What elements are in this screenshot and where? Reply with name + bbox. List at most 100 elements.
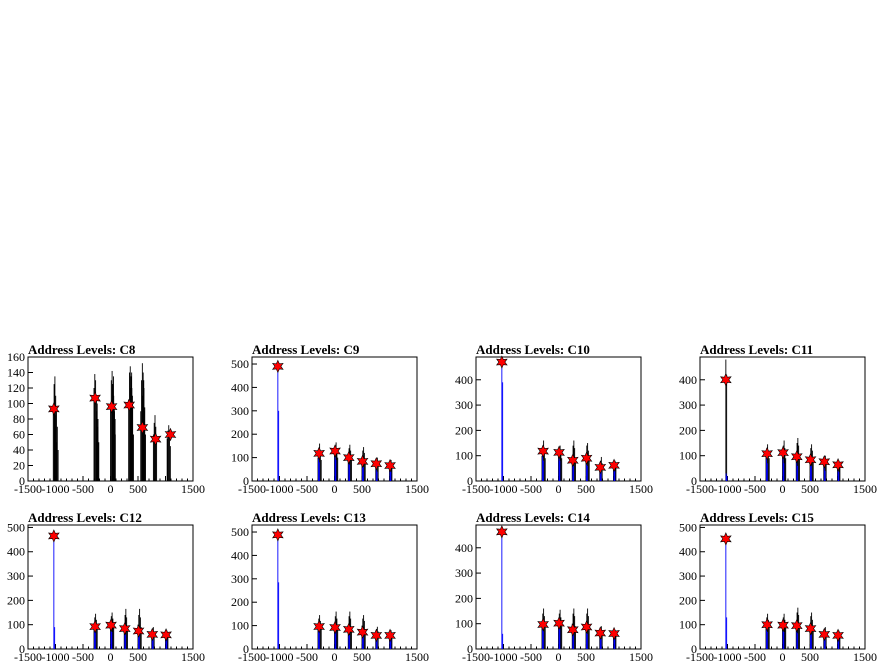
y-tick-label: 400	[679, 545, 697, 559]
x-tick-label: -500	[296, 650, 318, 664]
star-marker	[761, 446, 773, 461]
y-tick-label: 400	[455, 541, 473, 555]
x-tick-label: 0	[556, 482, 562, 496]
chart-title: Address Levels: C13	[252, 510, 366, 525]
star-marker	[832, 458, 844, 472]
star-marker	[342, 450, 355, 465]
star-marker	[720, 373, 732, 387]
x-tick-label: 500	[801, 650, 819, 664]
chart-panel-3: Address Levels: C11 0 100 200 300 400 -1500 -10…	[679, 342, 877, 496]
x-tick-label: -1500	[686, 650, 714, 664]
x-tick-label: -1500	[14, 482, 42, 496]
x-tick-label: 0	[556, 650, 562, 664]
star-marker	[105, 618, 117, 632]
star-marker	[537, 617, 549, 632]
x-tick-label: 500	[577, 650, 595, 664]
star-marker	[164, 427, 177, 442]
y-tick-label: 100	[231, 619, 249, 633]
y-tick-label: 100	[679, 449, 697, 463]
star-marker	[553, 616, 565, 630]
y-tick-label: 200	[231, 427, 249, 441]
y-tick-label: 0	[467, 474, 473, 488]
x-tick-label: -1500	[238, 482, 266, 496]
x-tick-label: -1000	[490, 482, 518, 496]
y-tick-label: 100	[7, 618, 25, 632]
y-tick-label: 200	[679, 593, 697, 607]
x-tick-label: 0	[108, 650, 114, 664]
star-marker	[384, 628, 396, 643]
y-tick-label: 200	[679, 423, 697, 437]
star-marker	[608, 458, 620, 473]
y-tick-label: 200	[455, 591, 473, 605]
x-tick-label: 1500	[181, 482, 205, 496]
y-tick-label: 0	[243, 642, 249, 656]
chart-panel-1: Address Levels: C90100200300400500-1500-…	[231, 342, 429, 496]
x-tick-label: 1500	[629, 650, 653, 664]
chart-title: Address Levels: C14	[476, 510, 590, 525]
chart-title: Address Levels: C8	[28, 342, 136, 357]
x-tick-label: -500	[744, 650, 766, 664]
y-tick-label: 200	[231, 595, 249, 609]
star-marker	[580, 620, 593, 634]
star-marker	[48, 529, 60, 543]
y-tick-label: 120	[7, 381, 25, 395]
y-tick-label: 300	[679, 569, 697, 583]
y-tick-label: 500	[231, 525, 249, 539]
y-tick-label: 0	[691, 474, 697, 488]
x-tick-label: 500	[129, 482, 147, 496]
star-marker	[149, 432, 162, 446]
x-tick-label: 0	[332, 650, 338, 664]
x-tick-label: 1500	[181, 650, 205, 664]
y-tick-label: 140	[7, 366, 25, 380]
star-marker	[370, 628, 383, 643]
chart-panel-6: Address Levels: C14 0 100 200 300 400 -1500 -10…	[455, 510, 653, 664]
y-tick-label: 400	[231, 548, 249, 562]
x-tick-label: 1500	[405, 650, 429, 664]
y-tick-label: 20	[13, 459, 25, 473]
y-tick-label: 0	[243, 474, 249, 488]
star-marker	[594, 626, 607, 640]
star-marker	[553, 445, 565, 460]
star-marker	[272, 359, 284, 374]
y-tick-label: 300	[7, 569, 25, 583]
y-tick-label: 0	[19, 642, 25, 656]
star-marker	[594, 460, 607, 475]
star-marker	[790, 449, 803, 464]
chart-panel-4: Address Levels: C12 0 100 200 300 400 500 -1500…	[7, 510, 205, 664]
star-marker	[313, 619, 325, 634]
x-tick-label: -1500	[14, 650, 42, 664]
y-tick-label: 0	[467, 642, 473, 656]
y-tick-label: 60	[13, 428, 25, 442]
y-tick-label: 100	[455, 449, 473, 463]
x-tick-label: -1500	[462, 650, 490, 664]
y-tick-label: 500	[231, 357, 249, 371]
star-marker	[496, 355, 508, 369]
x-tick-label: 500	[129, 650, 147, 664]
star-marker	[329, 620, 341, 635]
x-tick-label: 500	[577, 482, 595, 496]
x-tick-label: -1500	[686, 482, 714, 496]
y-tick-label: 200	[7, 593, 25, 607]
y-tick-label: 40	[13, 443, 25, 457]
chart-title: Address Levels: C11	[700, 342, 813, 357]
star-marker	[356, 625, 369, 639]
star-marker	[566, 623, 579, 637]
chart-panel-5: Address Levels: C13 0 100 200 300 400 500 -1500…	[231, 510, 429, 664]
x-tick-label: -500	[520, 650, 542, 664]
x-tick-label: 0	[780, 482, 786, 496]
x-tick-label: 0	[108, 482, 114, 496]
y-tick-label: 400	[679, 373, 697, 387]
x-tick-label: 0	[332, 482, 338, 496]
y-tick-label: 160	[7, 350, 25, 364]
chart-panel-2: Address Levels: C10 0 100 200 300 400 -1500 -10…	[455, 342, 653, 496]
y-tick-label: 400	[7, 545, 25, 559]
x-tick-label: -500	[744, 482, 766, 496]
y-tick-label: 500	[7, 520, 25, 534]
star-marker	[48, 402, 60, 416]
y-tick-label: 100	[231, 451, 249, 465]
star-marker	[123, 398, 136, 412]
chart-title: Address Levels: C10	[476, 342, 590, 357]
star-marker	[537, 444, 549, 458]
x-tick-label: 500	[353, 482, 371, 496]
